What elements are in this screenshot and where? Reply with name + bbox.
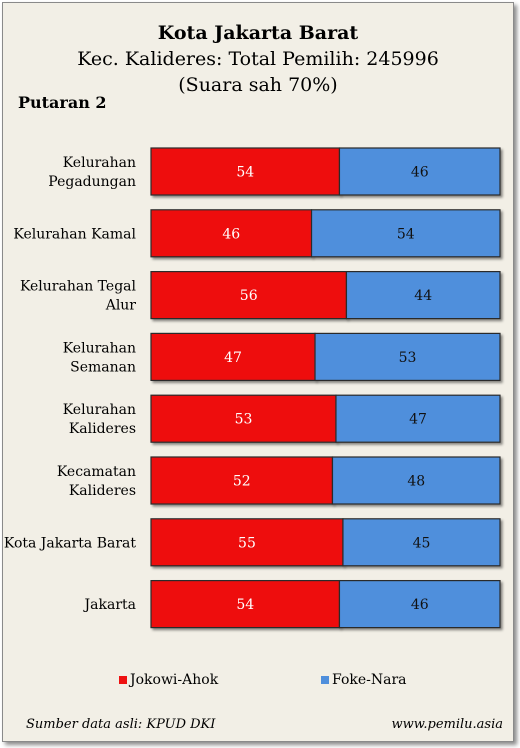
legend-item-foke-nara: Foke-Nara bbox=[321, 672, 407, 688]
bar-foke-nara-kelurahan-kamal bbox=[310, 209, 501, 258]
category-label-kelurahan-tegal-alur: Kelurahan Tegal Alur bbox=[20, 279, 137, 314]
data-label-foke-nara-kelurahan-kalideres: 47 bbox=[409, 412, 427, 428]
bar-jokowi-ahok-kelurahan-semanan bbox=[150, 332, 316, 381]
legend-swatch-jokowi-ahok bbox=[119, 676, 127, 684]
category-label-kelurahan-semanan: Kelurahan Semanan bbox=[63, 340, 136, 375]
source-note: Sumber data asli: KPUD DKI bbox=[26, 717, 216, 732]
bar-foke-nara-kelurahan-pegadungan bbox=[338, 147, 501, 196]
category-label-jakarta: Jakarta bbox=[83, 597, 136, 613]
round-label: Putaran 2 bbox=[18, 93, 107, 112]
bar-foke-nara-kelurahan-tegal-alur bbox=[345, 271, 501, 320]
data-label-foke-nara-kelurahan-pegadungan: 46 bbox=[411, 165, 429, 181]
site-url: www.pemilu.asia bbox=[391, 717, 503, 732]
category-label-kelurahan-kamal: Kelurahan Kamal bbox=[13, 226, 136, 242]
bar-jokowi-ahok-kelurahan-kamal bbox=[150, 209, 313, 258]
category-label-kota-jakarta-barat: Kota Jakarta Barat bbox=[4, 535, 137, 551]
bar-jokowi-ahok-jakarta bbox=[150, 579, 341, 629]
legend-item-jokowi-ahok: Jokowi-Ahok bbox=[119, 672, 218, 688]
legend-label-foke-nara: Foke-Nara bbox=[332, 672, 407, 688]
data-label-foke-nara-kecamatan-kalideres: 48 bbox=[407, 474, 425, 490]
bar-jokowi-ahok-kota-jakarta-barat bbox=[150, 518, 344, 567]
chart-subtitle: Kec. Kalideres: Total Pemilih: 245996 bbox=[77, 48, 439, 70]
chart-frame: Kota Jakarta Barat Kec. Kalideres: Total… bbox=[2, 2, 514, 742]
bar-foke-nara-kelurahan-semanan bbox=[314, 332, 501, 381]
data-label-jokowi-ahok-kota-jakarta-barat: 55 bbox=[238, 535, 256, 551]
data-label-foke-nara-kelurahan-semanan: 53 bbox=[399, 350, 417, 366]
category-label-kelurahan-pegadungan: Kelurahan Pegadungan bbox=[48, 155, 136, 190]
data-label-foke-nara-kelurahan-kamal: 54 bbox=[397, 226, 415, 242]
data-label-foke-nara-kelurahan-tegal-alur: 44 bbox=[414, 288, 432, 304]
data-label-jokowi-ahok-kelurahan-kamal: 46 bbox=[222, 226, 240, 242]
bar-foke-nara-kelurahan-kalideres bbox=[335, 394, 501, 443]
bar-foke-nara-kecamatan-kalideres bbox=[331, 456, 501, 505]
data-label-jokowi-ahok-kelurahan-kalideres: 53 bbox=[235, 412, 253, 428]
category-label-kelurahan-kalideres: Kelurahan Kalideres bbox=[63, 402, 136, 437]
bar-jokowi-ahok-kelurahan-tegal-alur bbox=[150, 271, 348, 320]
data-label-jokowi-ahok-jakarta: 54 bbox=[236, 597, 254, 613]
legend-swatch-foke-nara bbox=[321, 676, 329, 684]
legend-label-jokowi-ahok: Jokowi-Ahok bbox=[130, 672, 219, 688]
data-label-jokowi-ahok-kecamatan-kalideres: 52 bbox=[233, 474, 251, 490]
data-label-jokowi-ahok-kelurahan-pegadungan: 54 bbox=[236, 165, 254, 181]
data-label-foke-nara-jakarta: 46 bbox=[411, 597, 429, 613]
bar-foke-nara-jakarta bbox=[338, 579, 501, 629]
category-label-kecamatan-kalideres: Kecamatan Kalideres bbox=[57, 464, 136, 499]
data-label-jokowi-ahok-kelurahan-semanan: 47 bbox=[224, 350, 242, 366]
bar-jokowi-ahok-kecamatan-kalideres bbox=[150, 456, 334, 505]
stacked-bar-chart: Kelurahan Pegadungan 54 46 Kelurahan Kamal 46… bbox=[4, 147, 501, 629]
chart-title: Kota Jakarta Barat bbox=[157, 22, 359, 44]
chart-note: (Suara sah 70%) bbox=[178, 74, 338, 96]
data-label-jokowi-ahok-kelurahan-tegal-alur: 56 bbox=[240, 288, 258, 304]
bar-foke-nara-kota-jakarta-barat bbox=[342, 518, 501, 567]
data-label-foke-nara-kota-jakarta-barat: 45 bbox=[413, 535, 431, 551]
